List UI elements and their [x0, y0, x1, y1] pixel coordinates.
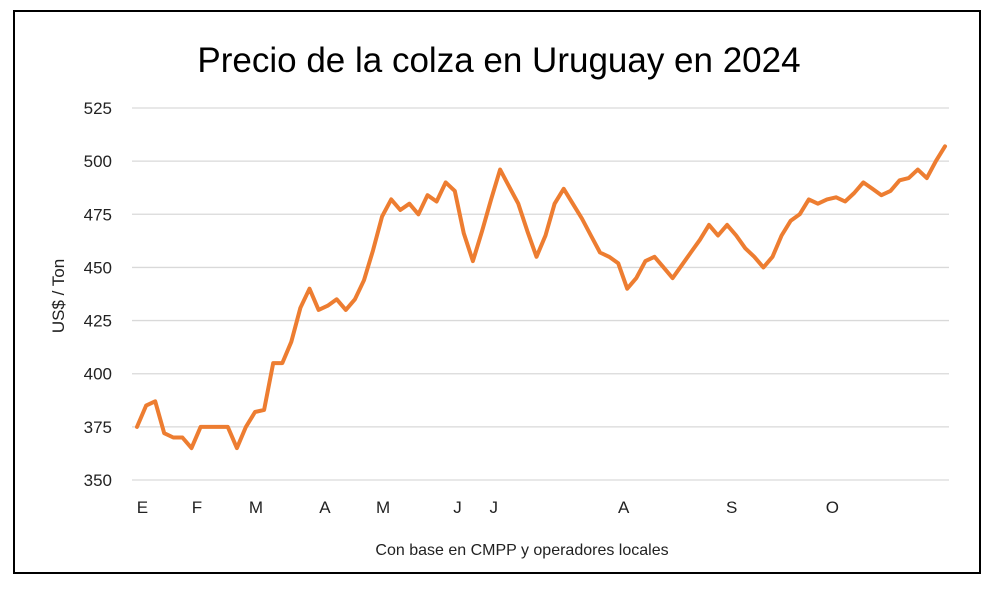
y-tick-label: 375: [84, 418, 112, 437]
y-axis-ticks: 350 375 400 425 450 475 500 525: [84, 99, 112, 490]
x-tick-label: M: [249, 498, 263, 517]
chart-frame: [13, 10, 981, 574]
chart-title: Precio de la colza en Uruguay en 2024: [197, 41, 800, 80]
y-tick-label: 350: [84, 471, 112, 490]
x-tick-label: S: [726, 498, 737, 517]
y-tick-label: 475: [84, 205, 112, 224]
y-tick-label: 425: [84, 312, 112, 331]
x-tick-label: A: [618, 498, 630, 517]
series-line-group: [135, 144, 947, 451]
series-line: [135, 144, 947, 451]
x-tick-label: A: [319, 498, 331, 517]
y-axis-label: US$ / Ton: [49, 259, 68, 333]
x-tick-label: M: [376, 498, 390, 517]
source-note: Con base en CMPP y operadores locales: [375, 542, 668, 559]
gridlines: [132, 107, 949, 481]
y-tick-label: 500: [84, 152, 112, 171]
y-tick-label: 525: [84, 99, 112, 118]
y-tick-label: 450: [84, 258, 112, 277]
x-tick-label: J: [490, 498, 499, 517]
x-tick-label: F: [192, 498, 202, 517]
x-tick-label: J: [453, 498, 462, 517]
y-tick-label: 400: [84, 365, 112, 384]
x-tick-label: O: [826, 498, 839, 517]
x-tick-label: E: [137, 498, 148, 517]
